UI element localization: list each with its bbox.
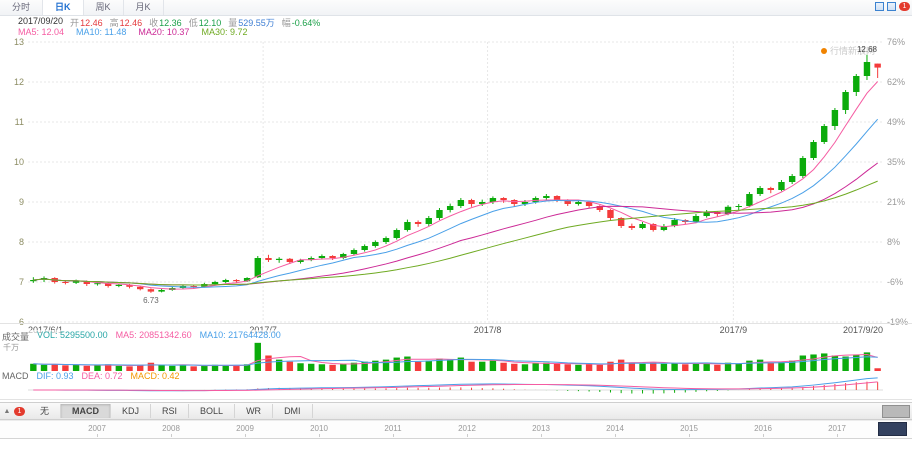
- svg-text:7: 7: [19, 277, 24, 287]
- timeline-tick: [615, 434, 616, 437]
- svg-text:10: 10: [14, 157, 24, 167]
- svg-text:9: 9: [19, 197, 24, 207]
- chart-settings-icon[interactable]: [875, 2, 884, 11]
- svg-text:13: 13: [14, 38, 24, 47]
- timeline-year-label: 2008: [162, 424, 180, 433]
- info-field: 量529.55万: [228, 18, 275, 28]
- ma-label: MA20: 10.37: [138, 27, 190, 37]
- timeline-tick: [171, 434, 172, 437]
- ma-label: MA5: 12.04: [18, 27, 65, 37]
- svg-text:11: 11: [15, 117, 24, 127]
- timeline-year-label: 2012: [458, 424, 476, 433]
- timeline-tick: [97, 434, 98, 437]
- macd-dif-value: DIF: 0.93: [36, 371, 74, 381]
- indicator-button-WR[interactable]: WR: [235, 404, 274, 418]
- timeline-year-label: 2013: [532, 424, 550, 433]
- indicator-button-无[interactable]: 无: [29, 404, 62, 418]
- tab-周K[interactable]: 周K: [84, 0, 124, 15]
- volume-value: VOL: 5295500.00: [37, 330, 108, 340]
- svg-text:2017/8: 2017/8: [474, 325, 502, 335]
- svg-text:千万: 千万: [3, 342, 19, 352]
- svg-text:2017/9: 2017/9: [720, 325, 748, 335]
- volume-pane-header: 成交量 VOL: 5295500.00 MA5: 20851342.60 MA1…: [2, 330, 281, 343]
- svg-text:21%: 21%: [887, 197, 905, 207]
- timeline-tick: [319, 434, 320, 437]
- collapse-arrow-icon[interactable]: ▲: [3, 407, 11, 415]
- timeline-tick: [541, 434, 542, 437]
- chart-period-tabs: 分时 日K 周K 月K: [0, 0, 164, 15]
- ma-label: MA30: 9.72: [201, 27, 248, 37]
- volume-ma10-value: MA10: 21764428.00: [199, 330, 281, 340]
- info-field: 幅-0.64%: [281, 18, 321, 28]
- timeline-tick: [467, 434, 468, 437]
- timeline-tick: [763, 434, 764, 437]
- tab-月K[interactable]: 月K: [124, 0, 164, 15]
- volume-pane-title: 成交量: [2, 332, 30, 342]
- timeline-year-label: 2015: [680, 424, 698, 433]
- timeline-tick: [393, 434, 394, 437]
- svg-text:-19%: -19%: [887, 317, 908, 327]
- timeline-year-label: 2007: [88, 424, 106, 433]
- timeline-year-label: 2010: [310, 424, 328, 433]
- ma-label: MA10: 11.48: [76, 27, 127, 37]
- notification-badge: 1: [899, 2, 910, 11]
- info-field: 高12.46: [109, 18, 143, 28]
- info-field: 开12.46: [70, 18, 103, 28]
- svg-text:76%: 76%: [887, 38, 905, 47]
- info-field: 收12.36: [149, 18, 182, 28]
- timeline-year-label: 2014: [606, 424, 624, 433]
- svg-text:-6%: -6%: [887, 277, 903, 287]
- indicator-button-RSI[interactable]: RSI: [151, 404, 190, 418]
- info-date: 2017/09/20: [18, 16, 64, 26]
- indicator-button-DMI[interactable]: DMI: [273, 404, 313, 418]
- volume-ma5-value: MA5: 20851342.60: [115, 330, 192, 340]
- svg-text:8: 8: [19, 237, 24, 247]
- info-field: 低12.10: [188, 18, 222, 28]
- macd-dea-value: DEA: 0.72: [81, 371, 123, 381]
- chart-period-toolbar: 分时 日K 周K 月K 1: [0, 0, 912, 16]
- timeline-year-label: 2011: [384, 424, 402, 433]
- svg-text:6: 6: [19, 317, 24, 327]
- timeline-year-label: 2009: [236, 424, 254, 433]
- macd-pane-header: MACD DIF: 0.93 DEA: 0.72 MACD: 0.42: [2, 371, 180, 381]
- indicator-button-MACD[interactable]: MACD: [61, 404, 112, 418]
- timeline-viewport-slider[interactable]: [878, 422, 907, 436]
- timeline-tick: [837, 434, 838, 437]
- svg-text:2017/9/20: 2017/9/20: [843, 325, 883, 335]
- candlestick-chart[interactable]: 13 76% 12 62% 11 49% 10 35% 9 21% 8 8% 7 -6% 6 -19% 行情新浪…: [0, 38, 912, 402]
- svg-text:行情新浪网: 行情新浪网: [830, 45, 875, 56]
- svg-text:12: 12: [14, 77, 24, 87]
- indicator-bar-scrollbar[interactable]: [882, 405, 910, 418]
- indicator-button-KDJ[interactable]: KDJ: [111, 404, 152, 418]
- ma-values-line: MA5: 12.04 MA10: 11.48 MA20: 10.37 MA30: 9.…: [18, 27, 247, 37]
- indicator-selector-bar: ▲ 1 无 MACD KDJ RSI BOLL WR DMI: [0, 402, 912, 420]
- svg-text:8%: 8%: [887, 237, 900, 247]
- fullscreen-icon[interactable]: [887, 2, 896, 11]
- timeline-tick: [689, 434, 690, 437]
- tab-日K[interactable]: 日K: [43, 0, 84, 15]
- tab-分时[interactable]: 分时: [0, 0, 44, 15]
- svg-text:12.68: 12.68: [857, 45, 878, 54]
- timeline-tick: [245, 434, 246, 437]
- timeline-year-label: 2017: [828, 424, 846, 433]
- svg-text:35%: 35%: [887, 157, 905, 167]
- ohlc-info-line: 2017/09/20 开12.46 高12.46 收12.36 低12.10 量529.…: [18, 16, 320, 29]
- macd-pane-title: MACD: [2, 371, 29, 381]
- indicator-badge: 1: [14, 406, 25, 416]
- indicator-buttons: 无 MACD KDJ RSI BOLL WR DMI: [29, 404, 313, 418]
- macd-value: MACD: 0.42: [130, 371, 180, 381]
- svg-text:62%: 62%: [887, 77, 905, 87]
- timeline-year-label: 2016: [754, 424, 772, 433]
- indicator-button-BOLL[interactable]: BOLL: [189, 404, 236, 418]
- toolbar-right-icons: 1: [875, 2, 910, 11]
- svg-text:6.73: 6.73: [143, 296, 159, 305]
- timeline-navigator[interactable]: 2007 2008 2009 2010 2011 2012 2013 2014 2015 2016…: [0, 420, 912, 439]
- svg-text:49%: 49%: [887, 117, 905, 127]
